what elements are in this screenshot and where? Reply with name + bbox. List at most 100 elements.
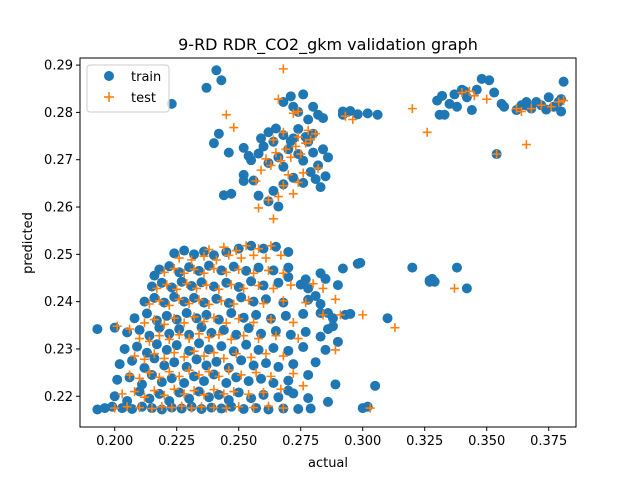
train-point: [337, 106, 348, 117]
x-tick-label: 0.300: [344, 434, 381, 449]
test-point: [184, 299, 194, 309]
train-point: [92, 324, 103, 335]
train-point: [238, 176, 249, 186]
test-point: [251, 368, 261, 378]
train-point: [181, 307, 192, 318]
test-point: [469, 91, 479, 101]
test-point: [291, 141, 301, 151]
legend-train-marker: [104, 71, 114, 81]
train-point: [211, 65, 222, 76]
train-point: [132, 341, 143, 352]
test-point: [278, 181, 288, 191]
test-point: [276, 250, 286, 260]
test-point: [199, 351, 209, 361]
train-point: [179, 296, 190, 307]
test-point: [311, 129, 321, 139]
train-point: [263, 127, 274, 138]
test-point: [144, 336, 154, 346]
train-point: [285, 329, 296, 340]
test-point: [261, 253, 271, 263]
train-point: [174, 324, 185, 335]
test-point: [263, 195, 273, 205]
train-point: [283, 385, 294, 396]
train-point: [382, 313, 393, 324]
test-point: [211, 255, 221, 265]
x-tick: 0.300: [344, 427, 381, 449]
test-point: [296, 149, 306, 159]
test-point: [449, 283, 459, 293]
test-point: [234, 264, 244, 274]
train-point: [273, 392, 284, 403]
test-point: [298, 168, 308, 178]
x-tick: 0.250: [220, 427, 257, 449]
test-point: [278, 64, 288, 74]
test-point: [231, 349, 241, 359]
test-point: [266, 371, 276, 381]
train-point: [109, 322, 120, 333]
train-point: [489, 87, 500, 98]
train-point: [171, 340, 182, 351]
test-point: [256, 165, 266, 175]
train-point: [233, 387, 244, 398]
x-tick-label: 0.225: [158, 434, 195, 449]
train-point: [208, 250, 219, 261]
train-point: [216, 341, 227, 352]
train-point: [189, 292, 200, 303]
test-point: [125, 324, 135, 334]
train-point: [300, 326, 311, 337]
train-point: [437, 90, 448, 101]
train-point: [231, 372, 242, 383]
test-point: [286, 280, 296, 290]
train-point: [211, 356, 222, 367]
test-point: [199, 317, 209, 327]
train-point: [218, 325, 229, 336]
train-point: [273, 361, 284, 372]
series-test: [110, 64, 569, 414]
test-point: [330, 345, 340, 355]
train-point: [216, 265, 227, 276]
train-point: [283, 246, 294, 257]
test-point: [241, 241, 251, 251]
train-point: [355, 257, 366, 268]
train-point: [270, 241, 281, 252]
test-point: [422, 127, 432, 137]
test-point: [313, 163, 323, 173]
train-point: [261, 358, 271, 369]
train-point: [211, 293, 222, 304]
train-point: [213, 389, 224, 400]
y-tick: 0.24: [44, 295, 80, 310]
train-point: [278, 161, 289, 172]
series-train: [92, 65, 569, 415]
train-point: [218, 190, 229, 201]
train-point: [310, 290, 321, 301]
test-point: [266, 160, 276, 170]
test-point: [526, 104, 536, 114]
x-tick-label: 0.275: [282, 434, 319, 449]
train-point: [208, 138, 219, 149]
test-point: [169, 348, 179, 358]
train-point: [149, 270, 160, 281]
test-point: [261, 349, 271, 359]
train-point: [164, 395, 175, 406]
train-point: [248, 360, 259, 371]
test-point: [229, 299, 239, 309]
y-tick-label: 0.28: [44, 106, 73, 121]
test-point: [214, 330, 224, 340]
test-point: [152, 283, 162, 293]
test-point: [288, 317, 298, 327]
y-tick: 0.23: [44, 342, 80, 357]
test-point: [263, 265, 273, 275]
train-point: [134, 325, 145, 336]
test-point: [298, 381, 308, 391]
train-point: [256, 373, 267, 384]
train-point: [146, 369, 157, 380]
test-point: [149, 386, 159, 396]
test-point: [303, 125, 313, 135]
test-point: [268, 283, 278, 293]
x-tick-label: 0.200: [96, 434, 133, 449]
test-point: [162, 280, 172, 290]
test-point: [554, 97, 564, 107]
train-point: [273, 201, 284, 212]
train-point: [308, 101, 319, 112]
train-point: [310, 174, 321, 185]
